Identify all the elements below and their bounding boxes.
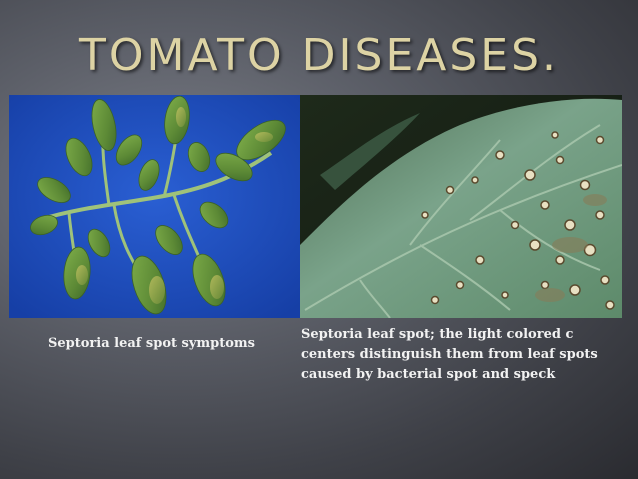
right-caption-line: Septoria leaf spot; the light colored c (301, 327, 574, 342)
right-caption-line: caused by bacterial spot and speck (301, 367, 556, 382)
leaf-spots-closeup-photo (300, 95, 622, 318)
leaf-on-blue-illustration (9, 95, 300, 318)
left-image-caption: Septoria leaf spot symptoms (48, 336, 255, 351)
slide-title: TOMATO DISEASES. (79, 30, 559, 81)
right-image-caption: Septoria leaf spot; the light colored c … (301, 325, 601, 385)
right-caption-line: centers distinguish them from leaf spots (301, 347, 598, 362)
leaf-closeup-illustration (300, 95, 622, 318)
leaf-symptoms-photo (9, 95, 300, 318)
